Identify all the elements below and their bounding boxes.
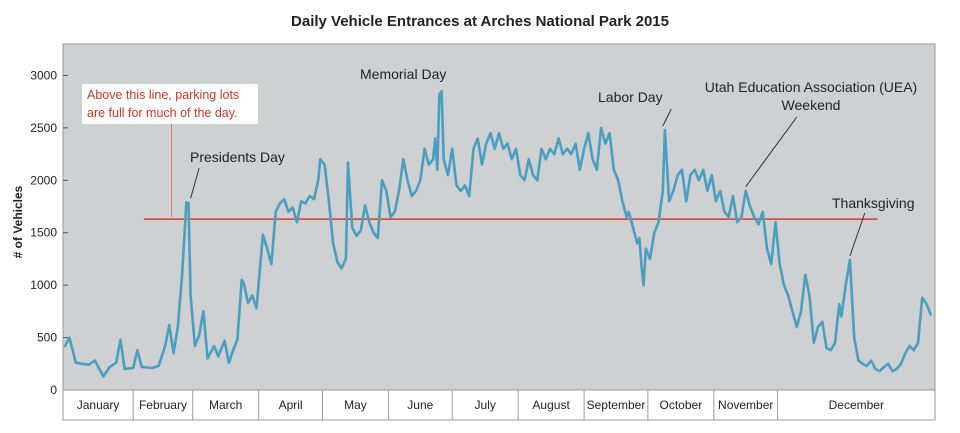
month-label: February xyxy=(139,398,187,412)
month-label: August xyxy=(532,398,570,412)
labor-day-label: Labor Day xyxy=(598,89,663,105)
y-tick-label: 1000 xyxy=(30,278,57,292)
presidents-day-pointer xyxy=(190,167,200,199)
y-tick-label: 2000 xyxy=(30,173,57,187)
y-tick-label: 2500 xyxy=(30,121,57,135)
thanksgiving-label: Thanksgiving xyxy=(832,195,915,211)
uea-label-line-1: Utah Education Association (UEA) xyxy=(705,79,917,95)
presidents-day-label: Presidents Day xyxy=(190,149,285,165)
month-label: March xyxy=(209,398,242,412)
labor-day-pointer xyxy=(662,108,672,127)
month-label: January xyxy=(77,398,120,412)
y-tick-label: 1500 xyxy=(30,226,57,240)
label-layer: # of Vehicles Above this line, parking l… xyxy=(11,66,917,258)
ylabel: # of Vehicles xyxy=(11,185,25,258)
parking-note-box xyxy=(82,84,258,124)
axis-layer: 0 500 1000 1500 2000 2500 3000 January February M… xyxy=(30,68,936,421)
month-label: November xyxy=(718,398,773,412)
y-tick-label: 3000 xyxy=(30,68,57,82)
month-label: July xyxy=(475,398,496,412)
parking-note-line-1: Above this line, parking lots xyxy=(87,88,239,102)
uea-pointer xyxy=(745,116,798,188)
month-axis-box xyxy=(62,389,936,421)
memorial-day-label: Memorial Day xyxy=(360,66,446,82)
month-label: September xyxy=(587,398,646,412)
y-tick-label: 0 xyxy=(50,383,57,397)
month-label: October xyxy=(660,398,703,412)
month-label: May xyxy=(344,398,367,412)
month-label: June xyxy=(407,398,433,412)
vehicle-series-line xyxy=(63,89,932,378)
chart-title: Daily Vehicle Entrances at Arches Nation… xyxy=(291,13,669,30)
y-tick-label: 500 xyxy=(37,331,57,345)
line-layer xyxy=(63,89,932,378)
uea-label-line-2: Weekend xyxy=(782,97,841,113)
parking-note-line-2: are full for much of the day. xyxy=(87,106,238,120)
month-label: April xyxy=(279,398,303,412)
thanksgiving-pointer xyxy=(849,212,866,257)
month-label: December xyxy=(829,398,884,412)
